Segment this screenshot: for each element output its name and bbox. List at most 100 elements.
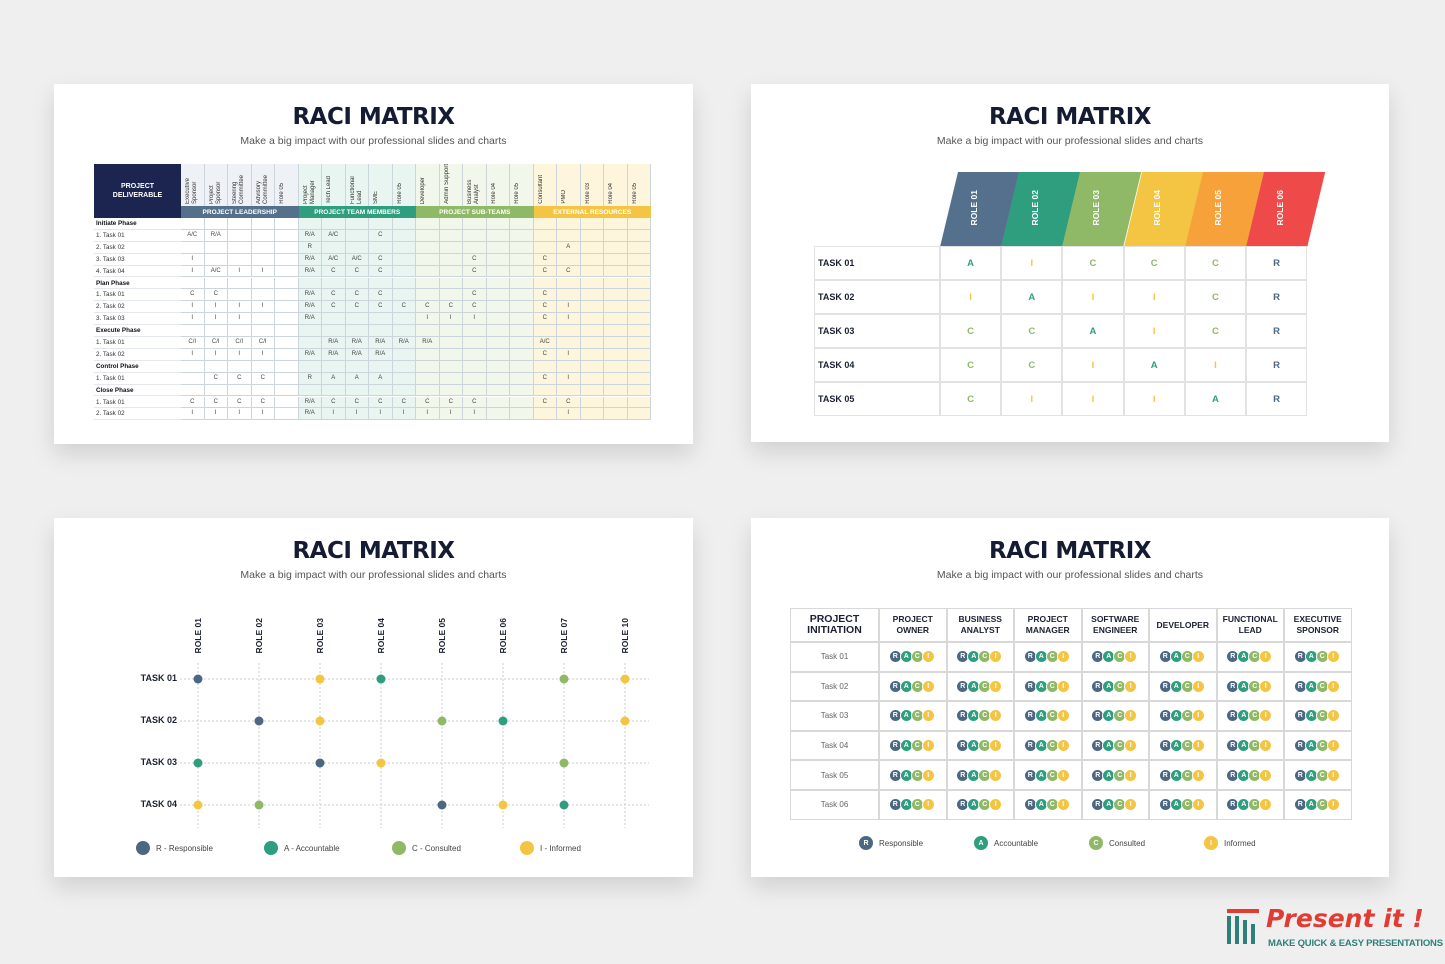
chip-I: I xyxy=(1191,679,1205,693)
role-banner xyxy=(1246,172,1326,247)
matrix-cell: R/A xyxy=(298,253,322,266)
brand-logo: Present it ! MAKE QUICK & EASY PRESENTAT… xyxy=(1226,904,1443,954)
matrix-cell xyxy=(439,277,463,290)
matrix-cell xyxy=(181,360,205,373)
matrix-cell xyxy=(275,229,299,242)
matrix-cell xyxy=(275,384,299,397)
role-banner-label: ROLE 03 xyxy=(1091,190,1101,226)
chip-A: A xyxy=(1169,650,1183,664)
slide-raci-chips[interactable]: RACI MATRIX Make a big impact with our p… xyxy=(751,518,1389,877)
matrix-cell xyxy=(322,313,346,326)
matrix-cell xyxy=(486,277,510,290)
matrix-cell xyxy=(275,277,299,290)
role-header: Executive Sponsor xyxy=(181,164,205,206)
slide-subtitle: Make a big impact with our professional … xyxy=(240,569,507,581)
matrix-cell: C/I xyxy=(204,337,228,349)
matrix-cell: I xyxy=(416,313,440,326)
matrix-cell xyxy=(369,313,393,326)
matrix-cell xyxy=(392,360,416,373)
matrix-cell xyxy=(275,241,299,254)
matrix-cell: C xyxy=(533,301,557,314)
matrix-cell xyxy=(627,348,651,361)
role-header: Advisory Committee xyxy=(251,164,275,206)
slide-raci-colored-roles[interactable]: RACI MATRIX Make a big impact with our p… xyxy=(751,84,1389,442)
legend-item: C Consulted xyxy=(1089,836,1145,850)
matrix-cell xyxy=(251,384,275,397)
role-header: Project Manager xyxy=(298,164,322,206)
chip-R: R xyxy=(956,798,970,812)
chip-A: A xyxy=(1102,739,1116,753)
matrix-cell: C xyxy=(940,314,1002,348)
corner-header: PROJECT INITIATION xyxy=(790,608,879,642)
matrix-cell xyxy=(486,348,510,361)
matrix-cell: I xyxy=(228,301,252,314)
matrix-cell: C xyxy=(204,372,228,385)
raci-chip-matrix: PROJECT INITIATION PROJECT OWNER BUSINESS … xyxy=(751,518,1389,877)
slide-raci-dot-grid[interactable]: RACI MATRIX Make a big impact with our p… xyxy=(54,518,693,877)
matrix-cell xyxy=(604,325,628,337)
matrix-cell xyxy=(604,408,628,421)
matrix-cell: R/A xyxy=(416,337,440,349)
role-label: ROLE 04 xyxy=(376,618,386,654)
chip-C: C xyxy=(910,679,924,693)
role-header-label: Role 04 xyxy=(490,183,497,204)
matrix-cell xyxy=(510,313,534,326)
matrix-cell xyxy=(557,360,581,373)
matrix-cell xyxy=(580,289,604,302)
legend-chip: C xyxy=(1089,836,1103,850)
matrix-cell: C xyxy=(392,301,416,314)
slide-raci-table[interactable]: RACI MATRIX Make a big impact with our p… xyxy=(54,84,693,444)
matrix-cell: R xyxy=(298,372,322,385)
matrix-cell: C xyxy=(1184,246,1246,280)
matrix-cell xyxy=(557,289,581,302)
matrix-cell: A xyxy=(1184,382,1246,416)
chip-I: I xyxy=(1191,709,1205,723)
matrix-cell xyxy=(228,241,252,254)
matrix-cell xyxy=(416,348,440,361)
matrix-cell xyxy=(392,384,416,397)
chip-R: R xyxy=(1023,709,1037,723)
matrix-cell: R/A xyxy=(369,348,393,361)
matrix-cell: I xyxy=(228,408,252,421)
matrix-cell: I xyxy=(463,313,487,326)
matrix-cell: R/A xyxy=(345,337,369,349)
matrix-cell xyxy=(510,396,534,409)
role-header: Role 05 xyxy=(627,164,651,206)
matrix-cell xyxy=(580,396,604,409)
chip-R: R xyxy=(1158,768,1172,782)
role-banner xyxy=(1062,172,1142,247)
matrix-cell xyxy=(275,408,299,421)
matrix-cell xyxy=(392,265,416,278)
chip-C: C xyxy=(910,768,924,782)
matrix-cell xyxy=(510,337,534,349)
role-header: PROJECT MANAGER xyxy=(1014,608,1082,642)
matrix-cell: I xyxy=(251,301,275,314)
matrix-cell xyxy=(557,277,581,290)
slide-title: RACI MATRIX xyxy=(988,104,1152,130)
role-header: Consultant xyxy=(533,164,557,206)
role-header: FUNCTIONAL LEAD xyxy=(1216,608,1284,642)
chip-C: C xyxy=(1045,709,1059,723)
matrix-cell xyxy=(298,384,322,397)
role-banner xyxy=(1001,172,1081,247)
matrix-cell: C/I xyxy=(181,337,205,349)
matrix-cell xyxy=(486,218,510,230)
role-header: PROJECT OWNER xyxy=(879,608,947,642)
chip-R: R xyxy=(1023,650,1037,664)
chip-C: C xyxy=(1315,798,1329,812)
corner-header: PROJECT DELIVERABLE xyxy=(94,164,181,218)
matrix-cell xyxy=(251,277,275,290)
matrix-cell xyxy=(251,289,275,302)
matrix-cell xyxy=(275,265,299,278)
matrix-cell: C xyxy=(1123,246,1185,280)
matrix-cell: A/C xyxy=(322,229,346,242)
role-header-label: Project Manager xyxy=(302,180,316,204)
matrix-cell: I xyxy=(204,313,228,326)
matrix-cell xyxy=(557,325,581,337)
matrix-cell xyxy=(298,218,322,230)
matrix-cell xyxy=(322,325,346,337)
